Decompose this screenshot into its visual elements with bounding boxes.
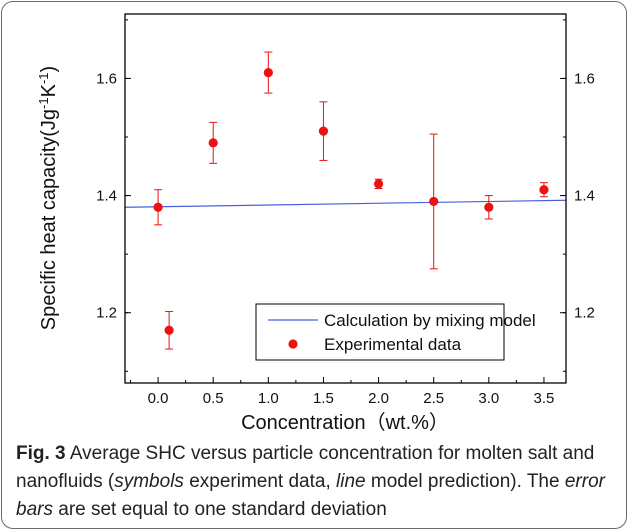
- caption-text-2: experiment data,: [183, 471, 337, 492]
- caption-line: line: [336, 471, 366, 492]
- y-tick-label-left: 1.2: [96, 305, 117, 322]
- x-tick-label: 3.5: [534, 390, 555, 407]
- plot-area: [124, 13, 567, 384]
- x-axis-label: Concentration（wt.%）: [241, 411, 449, 434]
- caption-text-1: Average SHC versus particle concentratio…: [16, 443, 595, 492]
- y-axis-label: Specific heat capacity(Jg-1K-1): [36, 66, 61, 330]
- y-tick-label-left: 1.4: [96, 188, 117, 205]
- caption-error-bars: error bars: [16, 471, 605, 520]
- data-point: [263, 67, 273, 78]
- x-tick-label: 2.0: [368, 390, 389, 407]
- x-tick-label: 0.0: [148, 390, 169, 407]
- y-axis-label-part-2: -1: [36, 97, 51, 109]
- legend-marker-swatch: [288, 339, 298, 349]
- legend-box: [255, 303, 505, 361]
- caption-symbols: symbols: [114, 471, 184, 492]
- data-point: [153, 202, 163, 212]
- y-axis-label-part-4: -1: [36, 72, 51, 84]
- caption-text-3: model prediction). The: [365, 471, 565, 492]
- model-prediction-line: [124, 199, 567, 208]
- x-tick-label: 0.5: [203, 390, 224, 407]
- y-tick-label-right: 1.2: [574, 305, 595, 322]
- figure-caption: Fig. 3 Average SHC versus particle conce…: [16, 440, 616, 524]
- x-tick-label: 2.5: [423, 390, 444, 407]
- y-tick-label-left: 1.6: [96, 70, 117, 87]
- caption-text-4: are set equal to one standard deviation: [52, 499, 387, 520]
- data-point: [318, 126, 329, 136]
- legend-entry-experimental: Experimental data: [324, 335, 462, 354]
- data-point: [373, 179, 384, 189]
- data-point: [429, 196, 439, 207]
- x-tick-label: 3.0: [478, 390, 499, 407]
- y-axis-label-part-5: ): [38, 66, 60, 73]
- data-point: [208, 138, 218, 148]
- legend: Calculation by mixing model Experimental…: [255, 303, 536, 361]
- y-axis-label-part-1: Specific heat capacity(Jg: [38, 109, 60, 330]
- y-axis-label-part-3: K: [38, 83, 60, 97]
- y-tick-label-right: 1.4: [574, 188, 595, 205]
- data-point: [484, 202, 494, 212]
- legend-entry-mixing-model: Calculation by mixing model: [324, 311, 536, 330]
- x-tick-label: 1.0: [258, 390, 279, 407]
- chart: 0.0 0.5 1.0 1.5 2.0 2.5 3.0 3.5 1.2 1.2 1.4 1.4 1.6 1…: [36, 13, 595, 434]
- x-tick-label: 1.5: [313, 390, 334, 407]
- caption-label: Fig. 3: [16, 443, 66, 464]
- data-point: [164, 325, 174, 335]
- data-point: [539, 185, 549, 195]
- y-tick-label-right: 1.6: [574, 70, 595, 87]
